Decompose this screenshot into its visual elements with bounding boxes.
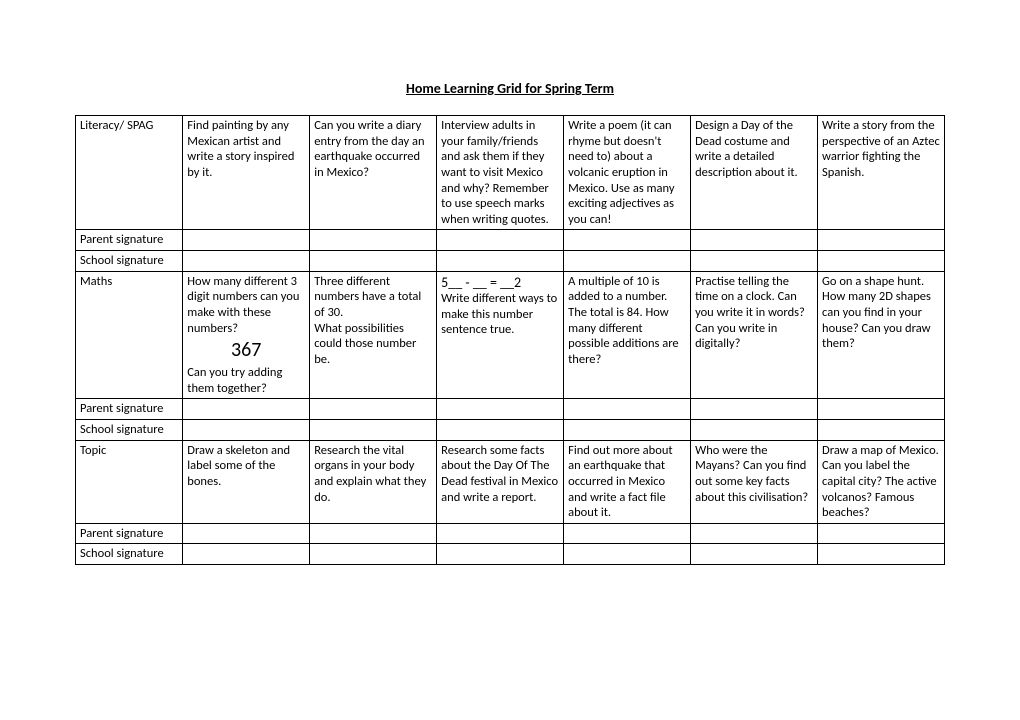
cell (310, 399, 437, 420)
cell (310, 420, 437, 441)
row-label-literacy: Literacy/ SPAG (76, 116, 183, 230)
cell (183, 420, 310, 441)
table-row: Parent signature (76, 399, 945, 420)
cell (437, 420, 564, 441)
learning-grid-table: Literacy/ SPAG Find painting by any Mexi… (75, 115, 945, 565)
cell (437, 251, 564, 272)
table-row: Maths How many different 3 digit numbers… (76, 271, 945, 399)
cell (564, 399, 691, 420)
school-signature-label: School signature (76, 251, 183, 272)
table-row: School signature (76, 251, 945, 272)
cell: Write a poem (it can rhyme but doesn't n… (564, 116, 691, 230)
cell: Interview adults in your family/friends … (437, 116, 564, 230)
text: Can you try adding them together? (187, 365, 305, 396)
row-label-topic: Topic (76, 440, 183, 523)
cell (818, 230, 945, 251)
cell (564, 523, 691, 544)
cell: A multiple of 10 is added to a number. T… (564, 271, 691, 399)
cell: Draw a map of Mexico. Can you label the … (818, 440, 945, 523)
cell (691, 251, 818, 272)
parent-signature-label: Parent signature (76, 230, 183, 251)
page: Home Learning Grid for Spring Term Liter… (0, 0, 1020, 565)
parent-signature-label: Parent signature (76, 523, 183, 544)
cell (691, 230, 818, 251)
cell: How many different 3 digit numbers can y… (183, 271, 310, 399)
text: What possibilities could those number be… (314, 321, 432, 368)
cell (183, 523, 310, 544)
parent-signature-label: Parent signature (76, 399, 183, 420)
cell (691, 420, 818, 441)
cell (310, 230, 437, 251)
cell: Practise telling the time on a clock. Ca… (691, 271, 818, 399)
cell (183, 230, 310, 251)
cell (818, 251, 945, 272)
cell (564, 230, 691, 251)
cell (183, 251, 310, 272)
text: Three different numbers have a total of … (314, 274, 432, 321)
equation: 5__ - __ = __2 (441, 274, 559, 292)
cell: Go on a shape hunt. How many 2D shapes c… (818, 271, 945, 399)
cell (437, 523, 564, 544)
cell (691, 399, 818, 420)
cell (691, 544, 818, 565)
cell (818, 399, 945, 420)
text: Write different ways to make this number… (441, 291, 559, 338)
cell: Who were the Mayans? Can you find out so… (691, 440, 818, 523)
cell: Find out more about an earthquake that o… (564, 440, 691, 523)
page-title: Home Learning Grid for Spring Term (75, 80, 945, 97)
cell: Write a story from the perspective of an… (818, 116, 945, 230)
cell (183, 399, 310, 420)
school-signature-label: School signature (76, 544, 183, 565)
cell (437, 230, 564, 251)
table-row: Parent signature (76, 230, 945, 251)
cell: Draw a skeleton and label some of the bo… (183, 440, 310, 523)
cell (818, 420, 945, 441)
table-row: School signature (76, 420, 945, 441)
cell (437, 399, 564, 420)
table-row: School signature (76, 544, 945, 565)
cell (564, 251, 691, 272)
table-row: Topic Draw a skeleton and label some of … (76, 440, 945, 523)
cell: Research the vital organs in your body a… (310, 440, 437, 523)
table-row: Literacy/ SPAG Find painting by any Mexi… (76, 116, 945, 230)
cell (564, 420, 691, 441)
cell (310, 251, 437, 272)
cell (183, 544, 310, 565)
cell: 5__ - __ = __2 Write different ways to m… (437, 271, 564, 399)
big-number: 367 (187, 338, 305, 363)
cell (437, 544, 564, 565)
row-label-maths: Maths (76, 271, 183, 399)
cell (818, 523, 945, 544)
cell (818, 544, 945, 565)
cell (564, 544, 691, 565)
cell: Research some facts about the Day Of The… (437, 440, 564, 523)
cell: Design a Day of the Dead costume and wri… (691, 116, 818, 230)
school-signature-label: School signature (76, 420, 183, 441)
cell (310, 523, 437, 544)
cell (691, 523, 818, 544)
cell (310, 544, 437, 565)
text: How many different 3 digit numbers can y… (187, 274, 305, 337)
cell: Can you write a diary entry from the day… (310, 116, 437, 230)
cell: Three different numbers have a total of … (310, 271, 437, 399)
table-row: Parent signature (76, 523, 945, 544)
cell: Find painting by any Mexican artist and … (183, 116, 310, 230)
